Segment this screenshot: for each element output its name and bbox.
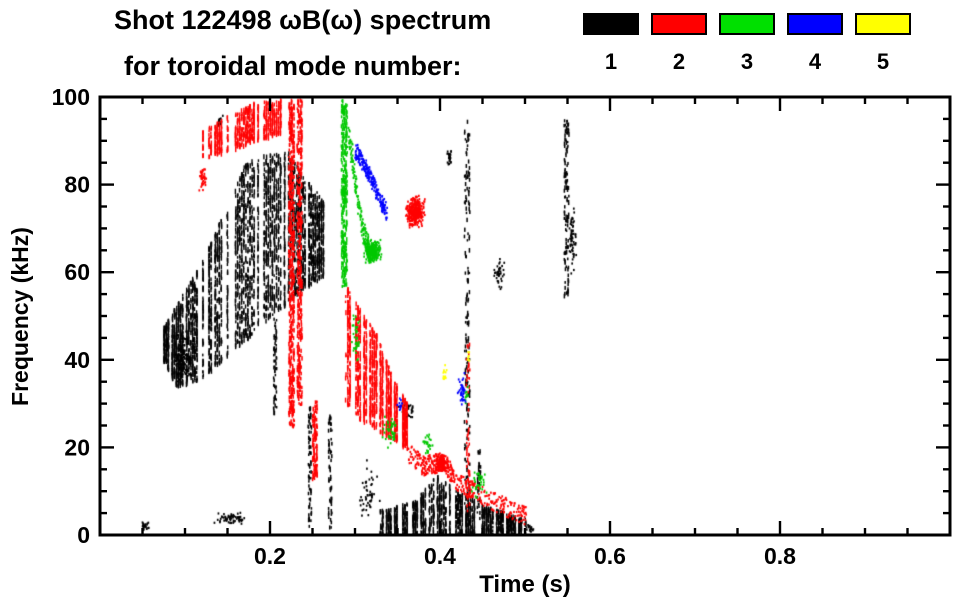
x-tick-label: 0.8 <box>764 543 796 569</box>
legend-label: 3 <box>740 49 754 74</box>
chart-title: Shot 122498 ωB(ω) spectrum <box>114 5 492 35</box>
x-tick-label: 0.4 <box>424 543 456 569</box>
y-tick-label: 60 <box>64 259 90 285</box>
legend: 1 2 3 4 5 <box>583 13 911 74</box>
plot-frame <box>98 95 952 537</box>
legend-item: 4 <box>787 13 843 74</box>
legend-swatch <box>651 13 707 35</box>
legend-label: 4 <box>808 49 822 74</box>
chart-subtitle: for toroidal mode number: <box>124 51 462 81</box>
legend-label: 5 <box>876 49 890 74</box>
legend-item: 2 <box>651 13 707 74</box>
legend-swatch <box>719 13 775 35</box>
y-tick-label: 0 <box>77 522 90 548</box>
y-tick-label: 40 <box>64 347 90 373</box>
y-tick-label: 80 <box>64 172 90 198</box>
spectrogram-canvas <box>100 97 950 535</box>
legend-swatch <box>583 13 639 35</box>
legend-item: 3 <box>719 13 775 74</box>
legend-label: 1 <box>604 49 618 74</box>
x-tick-label: 0.2 <box>254 543 286 569</box>
x-tick-label: 0.6 <box>594 543 626 569</box>
legend-swatch <box>787 13 843 35</box>
legend-swatch <box>855 13 911 35</box>
legend-item: 5 <box>855 13 911 74</box>
y-tick-label: 100 <box>52 84 90 110</box>
legend-label: 2 <box>672 49 686 74</box>
legend-item: 1 <box>583 13 639 74</box>
x-axis-title: Time (s) <box>479 571 571 598</box>
y-tick-label: 20 <box>64 434 90 460</box>
